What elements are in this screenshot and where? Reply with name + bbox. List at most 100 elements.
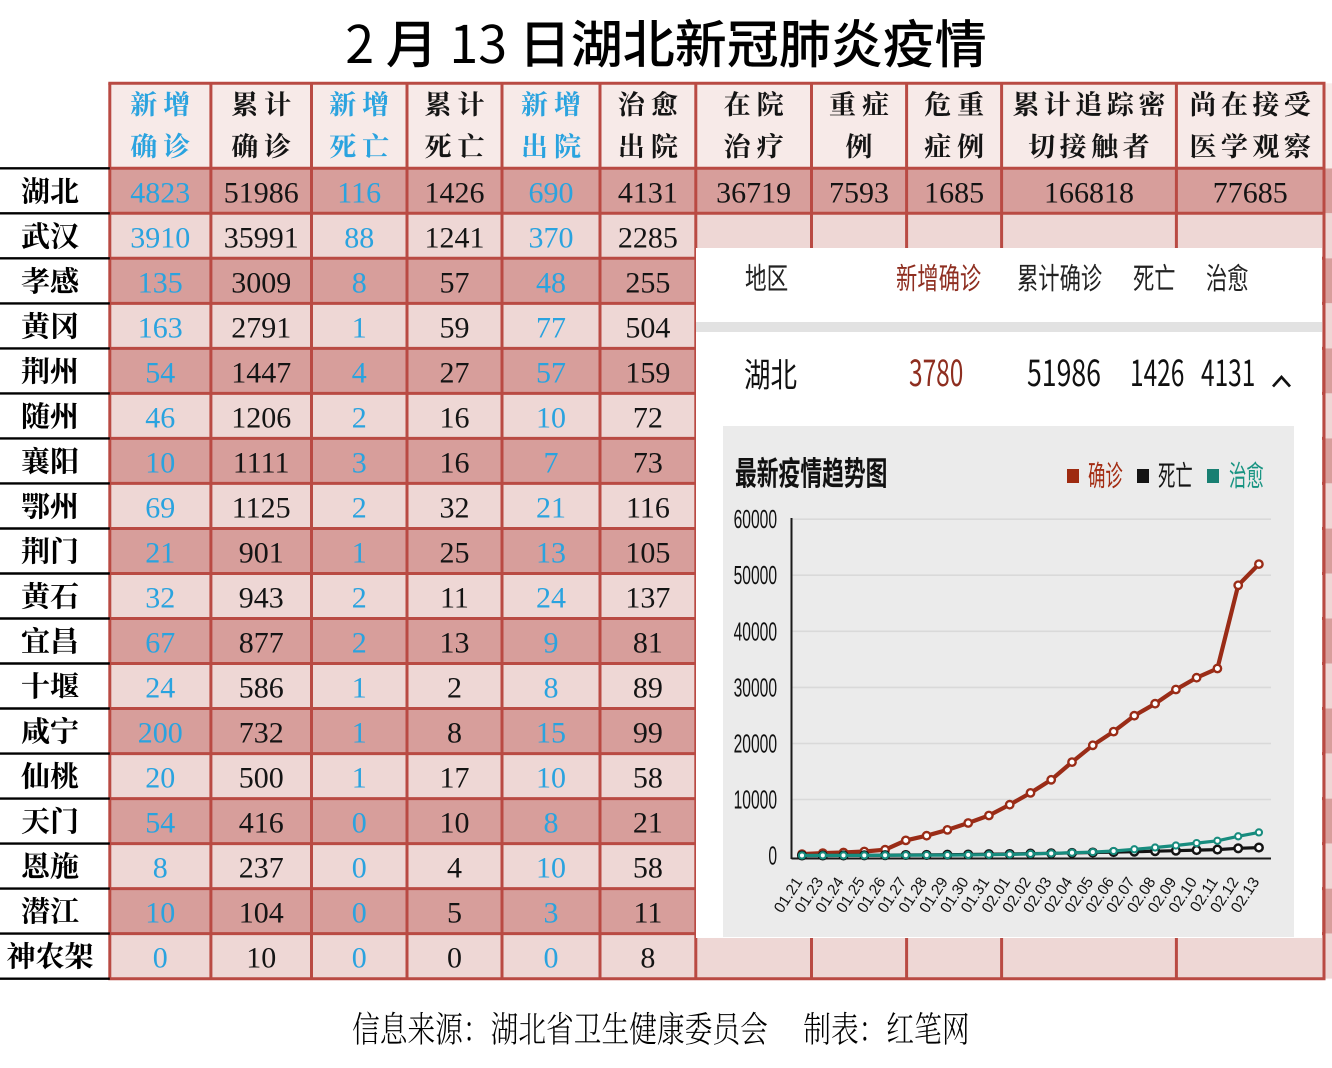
svg-text:5: 5 [447,897,462,930]
svg-text:仙桃: 仙桃 [21,755,80,796]
svg-text:1685: 1685 [924,176,984,209]
svg-text:8: 8 [544,672,559,705]
svg-text:57: 57 [536,356,566,389]
svg-text:症例: 症例 [924,125,990,164]
svg-text:13: 13 [440,627,470,660]
svg-text:1206: 1206 [231,401,291,434]
svg-text:2: 2 [352,401,367,434]
svg-text:99: 99 [633,717,663,750]
svg-text:危重: 危重 [924,83,990,122]
svg-text:4823: 4823 [130,176,190,209]
svg-text:3910: 3910 [130,221,190,254]
svg-text:0: 0 [447,942,462,975]
svg-text:36719: 36719 [716,176,791,209]
svg-text:医学观察: 医学观察 [1189,125,1315,164]
svg-text:60000: 60000 [734,505,777,534]
svg-text:尚在接受: 尚在接受 [1189,83,1315,122]
svg-text:襄阳: 襄阳 [21,439,79,480]
svg-text:随州: 随州 [21,394,79,435]
svg-text:恩施: 恩施 [21,845,79,886]
svg-text:16: 16 [440,401,470,434]
svg-text:1: 1 [352,762,367,795]
svg-text:出院: 出院 [521,125,587,164]
svg-text:8: 8 [447,717,462,750]
svg-text:1: 1 [352,717,367,750]
svg-text:48: 48 [536,266,566,299]
svg-text:2285: 2285 [618,221,678,254]
svg-text:59: 59 [440,311,470,344]
svg-text:潜江: 潜江 [21,890,79,931]
svg-text:9: 9 [544,627,559,660]
svg-text:例: 例 [846,125,879,164]
svg-text:1: 1 [352,537,367,570]
svg-text:3: 3 [352,446,367,479]
svg-text:切接触者: 切接触者 [1028,125,1154,164]
svg-text:确诊: 确诊 [231,125,297,164]
svg-text:46: 46 [145,401,175,434]
svg-text:237: 237 [239,852,284,885]
svg-text:200: 200 [138,717,183,750]
svg-text:1: 1 [352,672,367,705]
svg-text:135: 135 [138,266,183,299]
svg-text:武汉: 武汉 [21,214,79,255]
svg-text:15: 15 [536,717,566,750]
svg-text:出院: 出院 [618,125,684,164]
svg-text:2: 2 [352,491,367,524]
svg-text:32: 32 [440,491,470,524]
svg-text:10000: 10000 [734,785,777,814]
svg-text:1: 1 [352,311,367,344]
svg-text:943: 943 [239,582,284,615]
svg-text:1111: 1111 [233,446,290,479]
svg-text:255: 255 [625,266,670,299]
svg-text:累计追踪密: 累计追踪密 [1012,83,1170,122]
svg-text:901: 901 [239,537,284,570]
svg-text:58: 58 [633,762,663,795]
svg-text:30000: 30000 [734,673,777,702]
svg-text:0: 0 [352,852,367,885]
svg-text:死亡: 死亡 [329,125,395,164]
svg-text:新增: 新增 [521,83,587,122]
svg-text:湖北: 湖北 [21,169,79,210]
svg-text:重症: 重症 [829,83,895,122]
svg-text:十堰: 十堰 [21,665,79,706]
svg-text:黄石: 黄石 [21,575,79,616]
svg-text:24: 24 [145,672,175,705]
svg-text:2791: 2791 [231,311,291,344]
svg-text:35991: 35991 [224,221,299,254]
svg-text:104: 104 [239,897,284,930]
svg-text:27: 27 [440,356,470,389]
svg-text:0: 0 [153,942,168,975]
svg-text:0: 0 [352,942,367,975]
svg-text:21: 21 [536,491,566,524]
svg-text:孝感: 孝感 [21,259,81,300]
svg-text:10: 10 [145,897,175,930]
svg-text:77: 77 [536,311,566,344]
svg-text:治愈: 治愈 [618,83,684,122]
svg-text:10: 10 [536,762,566,795]
svg-text:16: 16 [440,446,470,479]
svg-text:159: 159 [625,356,670,389]
svg-text:0: 0 [352,807,367,840]
svg-text:504: 504 [625,311,670,344]
svg-text:荆州: 荆州 [21,349,79,390]
svg-text:2: 2 [352,582,367,615]
svg-text:1125: 1125 [232,491,291,524]
svg-text:40000: 40000 [734,617,777,646]
svg-text:20000: 20000 [734,729,777,758]
svg-text:1447: 1447 [231,356,291,389]
svg-text:11: 11 [440,582,469,615]
svg-text:116: 116 [337,176,381,209]
svg-text:在院: 在院 [724,83,790,122]
svg-text:21: 21 [145,537,175,570]
svg-text:10: 10 [440,807,470,840]
svg-text:72: 72 [633,401,663,434]
svg-text:累计: 累计 [425,83,491,122]
svg-text:50000: 50000 [734,561,777,590]
svg-text:8: 8 [352,266,367,299]
svg-text:2: 2 [352,627,367,660]
svg-text:116: 116 [626,491,670,524]
svg-text:天门: 天门 [21,800,79,841]
svg-text:8: 8 [544,807,559,840]
svg-text:500: 500 [239,762,284,795]
svg-text:416: 416 [239,807,284,840]
